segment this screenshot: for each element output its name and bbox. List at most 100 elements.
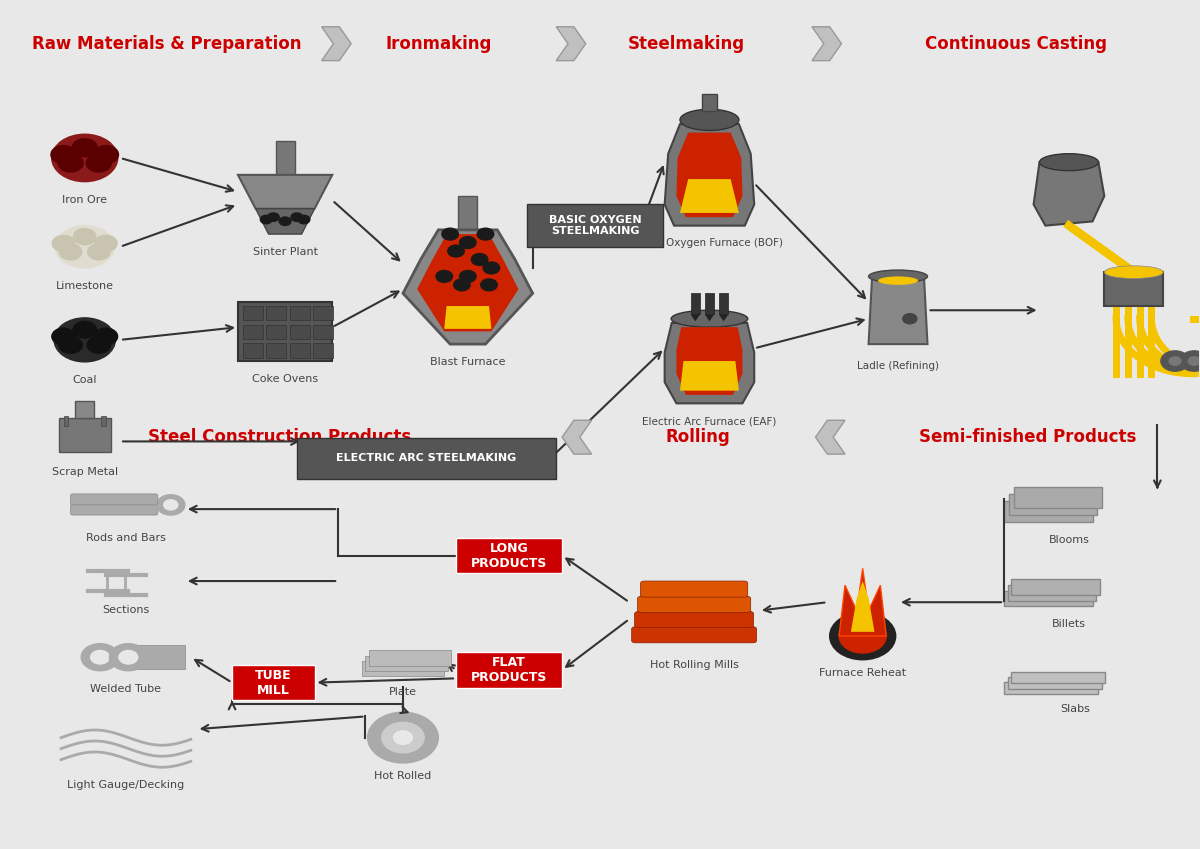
Circle shape: [1188, 357, 1200, 365]
FancyBboxPatch shape: [313, 324, 334, 339]
Circle shape: [442, 228, 458, 240]
Circle shape: [52, 134, 118, 182]
Text: Billets: Billets: [1052, 619, 1086, 629]
Polygon shape: [322, 27, 352, 60]
Ellipse shape: [878, 277, 918, 285]
Polygon shape: [869, 277, 928, 344]
Text: TUBE
MILL: TUBE MILL: [256, 669, 292, 696]
Text: Slabs: Slabs: [1060, 704, 1090, 714]
Circle shape: [478, 228, 493, 240]
Polygon shape: [812, 27, 841, 60]
Text: Hot Rolling Mills: Hot Rolling Mills: [649, 660, 738, 670]
Text: Rolling: Rolling: [665, 428, 730, 447]
Text: Basic Oxygen Furnace (BOF): Basic Oxygen Furnace (BOF): [636, 239, 784, 248]
Ellipse shape: [1104, 266, 1163, 278]
Circle shape: [157, 495, 185, 515]
Circle shape: [109, 644, 148, 671]
FancyBboxPatch shape: [641, 581, 748, 597]
Circle shape: [59, 336, 83, 353]
Text: Ladle (Refining): Ladle (Refining): [857, 361, 940, 371]
Circle shape: [1180, 351, 1200, 371]
Circle shape: [1169, 357, 1181, 365]
Circle shape: [53, 235, 74, 251]
Circle shape: [1160, 351, 1189, 371]
Text: Rods and Bars: Rods and Bars: [86, 533, 166, 543]
FancyBboxPatch shape: [456, 538, 562, 573]
Polygon shape: [562, 420, 592, 454]
Text: Continuous Casting: Continuous Casting: [925, 35, 1106, 53]
Text: Electric Arc Furnace (EAF): Electric Arc Furnace (EAF): [642, 416, 776, 426]
Polygon shape: [444, 306, 491, 329]
Circle shape: [95, 328, 118, 345]
Text: Sinter Plant: Sinter Plant: [253, 247, 318, 256]
FancyBboxPatch shape: [1004, 501, 1092, 522]
Text: Plate: Plate: [389, 687, 416, 697]
FancyBboxPatch shape: [232, 665, 314, 700]
Text: Steelmaking: Steelmaking: [628, 35, 744, 53]
Text: ELECTRIC ARC STEELMAKING: ELECTRIC ARC STEELMAKING: [336, 453, 517, 464]
Circle shape: [280, 217, 290, 226]
FancyBboxPatch shape: [1004, 591, 1092, 606]
FancyBboxPatch shape: [527, 205, 662, 247]
FancyBboxPatch shape: [242, 306, 263, 320]
Text: Steel Construction Products: Steel Construction Products: [148, 428, 410, 447]
Circle shape: [94, 145, 119, 164]
Circle shape: [163, 500, 178, 510]
Text: Semi-finished Products: Semi-finished Products: [919, 428, 1136, 447]
Circle shape: [54, 318, 115, 362]
Text: LONG
PRODUCTS: LONG PRODUCTS: [470, 542, 547, 570]
Circle shape: [88, 336, 110, 353]
Circle shape: [268, 213, 280, 222]
Circle shape: [95, 235, 118, 251]
Circle shape: [436, 271, 452, 283]
Circle shape: [88, 244, 110, 260]
FancyBboxPatch shape: [361, 661, 444, 676]
Circle shape: [260, 216, 272, 224]
FancyBboxPatch shape: [1008, 677, 1102, 689]
FancyBboxPatch shape: [1104, 273, 1163, 306]
Circle shape: [72, 138, 97, 157]
Polygon shape: [665, 323, 755, 403]
FancyBboxPatch shape: [456, 652, 562, 688]
Text: Coal: Coal: [72, 375, 97, 385]
Polygon shape: [704, 314, 714, 321]
FancyBboxPatch shape: [313, 306, 334, 320]
Circle shape: [298, 216, 310, 224]
FancyBboxPatch shape: [64, 416, 68, 426]
Circle shape: [82, 644, 119, 671]
FancyBboxPatch shape: [59, 418, 110, 452]
Circle shape: [290, 213, 302, 222]
Circle shape: [86, 154, 112, 172]
Polygon shape: [557, 27, 586, 60]
Circle shape: [460, 271, 476, 283]
Text: Scrap Metal: Scrap Metal: [52, 467, 118, 477]
FancyBboxPatch shape: [290, 343, 310, 357]
FancyBboxPatch shape: [631, 627, 756, 643]
FancyBboxPatch shape: [1004, 682, 1098, 694]
Polygon shape: [677, 132, 743, 217]
Text: Blooms: Blooms: [1049, 535, 1090, 544]
FancyBboxPatch shape: [71, 504, 157, 515]
Circle shape: [73, 228, 96, 245]
Polygon shape: [403, 230, 533, 344]
Polygon shape: [719, 314, 728, 321]
Circle shape: [59, 244, 82, 260]
FancyBboxPatch shape: [690, 294, 700, 314]
Circle shape: [52, 328, 76, 345]
FancyBboxPatch shape: [1009, 494, 1097, 515]
Polygon shape: [1033, 162, 1104, 226]
Text: Coke Ovens: Coke Ovens: [252, 374, 318, 384]
Circle shape: [382, 722, 424, 753]
Text: FLAT
PRODUCTS: FLAT PRODUCTS: [470, 656, 547, 684]
Circle shape: [58, 154, 83, 172]
Circle shape: [119, 650, 138, 664]
Circle shape: [448, 245, 464, 257]
Circle shape: [839, 619, 887, 653]
Ellipse shape: [671, 310, 748, 327]
FancyBboxPatch shape: [238, 301, 332, 361]
FancyBboxPatch shape: [1014, 487, 1102, 509]
FancyBboxPatch shape: [71, 494, 157, 505]
Polygon shape: [677, 327, 743, 395]
Text: Hot Rolled: Hot Rolled: [374, 772, 432, 781]
Circle shape: [55, 226, 114, 268]
